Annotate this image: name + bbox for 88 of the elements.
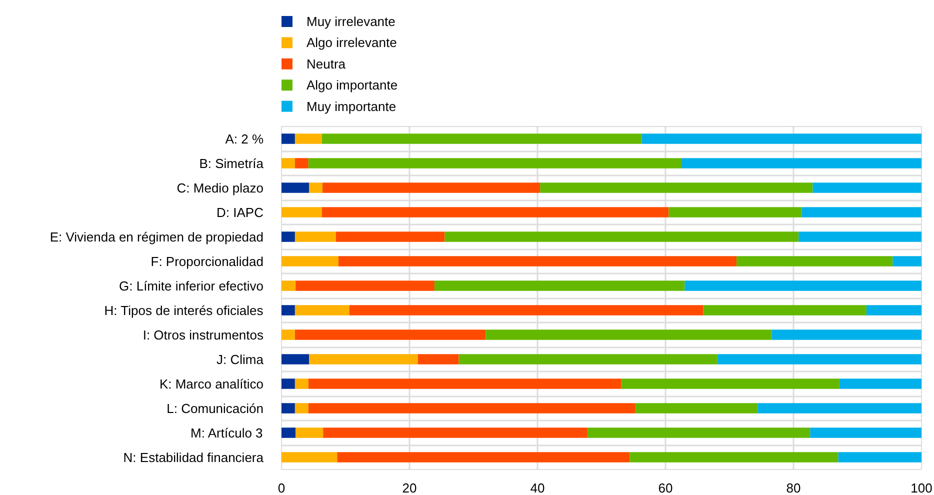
bar (282, 428, 296, 438)
bar (322, 207, 669, 218)
bar (336, 232, 445, 242)
bar (322, 134, 642, 144)
bar (444, 232, 799, 242)
bar (736, 256, 893, 266)
legend-label: Muy irrelevante (306, 14, 396, 29)
bar (866, 305, 922, 316)
bar (282, 280, 296, 291)
legend-label: Algo irrelevante (306, 35, 397, 50)
bar (296, 428, 324, 438)
bar (772, 330, 922, 340)
bar (486, 330, 772, 340)
bar (322, 182, 540, 193)
bar (282, 403, 295, 414)
bar (309, 354, 418, 364)
bar (282, 330, 295, 340)
legend-label: Algo importante (306, 78, 398, 93)
bar (892, 256, 922, 266)
bar (703, 305, 866, 316)
y-tick-label: M: Artículo 3 (190, 425, 263, 440)
bar (282, 232, 295, 242)
bar (458, 354, 718, 364)
bar (434, 280, 685, 291)
bar (282, 158, 295, 168)
bar (717, 354, 922, 364)
bar (296, 280, 434, 291)
bar (282, 305, 295, 316)
bar (308, 378, 622, 389)
bar (635, 403, 758, 414)
y-tick-label: L: Comunicación (166, 400, 264, 416)
bar (294, 403, 308, 414)
x-tick-label: 40 (530, 480, 545, 495)
bar (802, 207, 922, 218)
bar (282, 378, 295, 389)
x-tick-label: 0 (278, 480, 286, 495)
bar (337, 452, 630, 462)
bar (838, 452, 922, 462)
y-tick-label: E: Vivienda en régimen de propiedad (50, 229, 264, 244)
y-tick-label: J: Clima (216, 352, 264, 367)
y-tick-label: F: Proporcionalidad (150, 254, 264, 269)
bar (308, 403, 636, 414)
y-tick-label: I: Otros instrumentos (142, 327, 264, 342)
bar (282, 207, 322, 218)
bar (621, 378, 840, 389)
bar (587, 428, 810, 438)
bar (418, 354, 459, 364)
bar (798, 232, 922, 242)
y-tick-label: B: Simetría (199, 156, 264, 171)
bar (349, 305, 704, 316)
bar (294, 330, 486, 340)
x-tick-label: 20 (402, 480, 417, 495)
bar (540, 182, 813, 193)
legend-label: Neutra (306, 56, 346, 72)
bar (308, 158, 682, 168)
bar (323, 428, 588, 438)
bar (309, 182, 322, 193)
bar (668, 207, 802, 218)
bar (294, 305, 350, 316)
bar (630, 452, 838, 462)
bar (338, 256, 737, 266)
x-tick-label: 80 (786, 480, 801, 495)
bar (282, 452, 338, 462)
bar (810, 428, 922, 438)
bar (840, 378, 922, 389)
bar (282, 134, 295, 144)
y-tick-label: D: IAPC (216, 204, 264, 220)
bar (282, 354, 310, 364)
bar (294, 158, 308, 168)
bar (684, 280, 922, 291)
bar (282, 256, 338, 266)
y-tick-label: K: Marco analítico (159, 376, 264, 392)
y-tick-label: C: Medio plazo (176, 180, 264, 196)
x-tick-label: 100 (910, 480, 932, 495)
bar (682, 158, 922, 168)
y-tick-label: N: Estabilidad financiera (123, 450, 264, 465)
bar (642, 134, 922, 144)
legend-label: Muy importante (306, 98, 396, 114)
x-tick-label: 60 (658, 480, 673, 495)
bar (294, 378, 308, 389)
y-tick-label: H: Tipos de interés oficiales (104, 302, 264, 318)
bar (294, 232, 336, 242)
y-tick-label: G: Límite inferior efectivo (119, 278, 264, 294)
bar (282, 182, 310, 193)
bar (758, 403, 922, 414)
y-tick-label: A: 2 % (225, 131, 264, 146)
bar (812, 182, 922, 193)
bar (294, 134, 322, 144)
